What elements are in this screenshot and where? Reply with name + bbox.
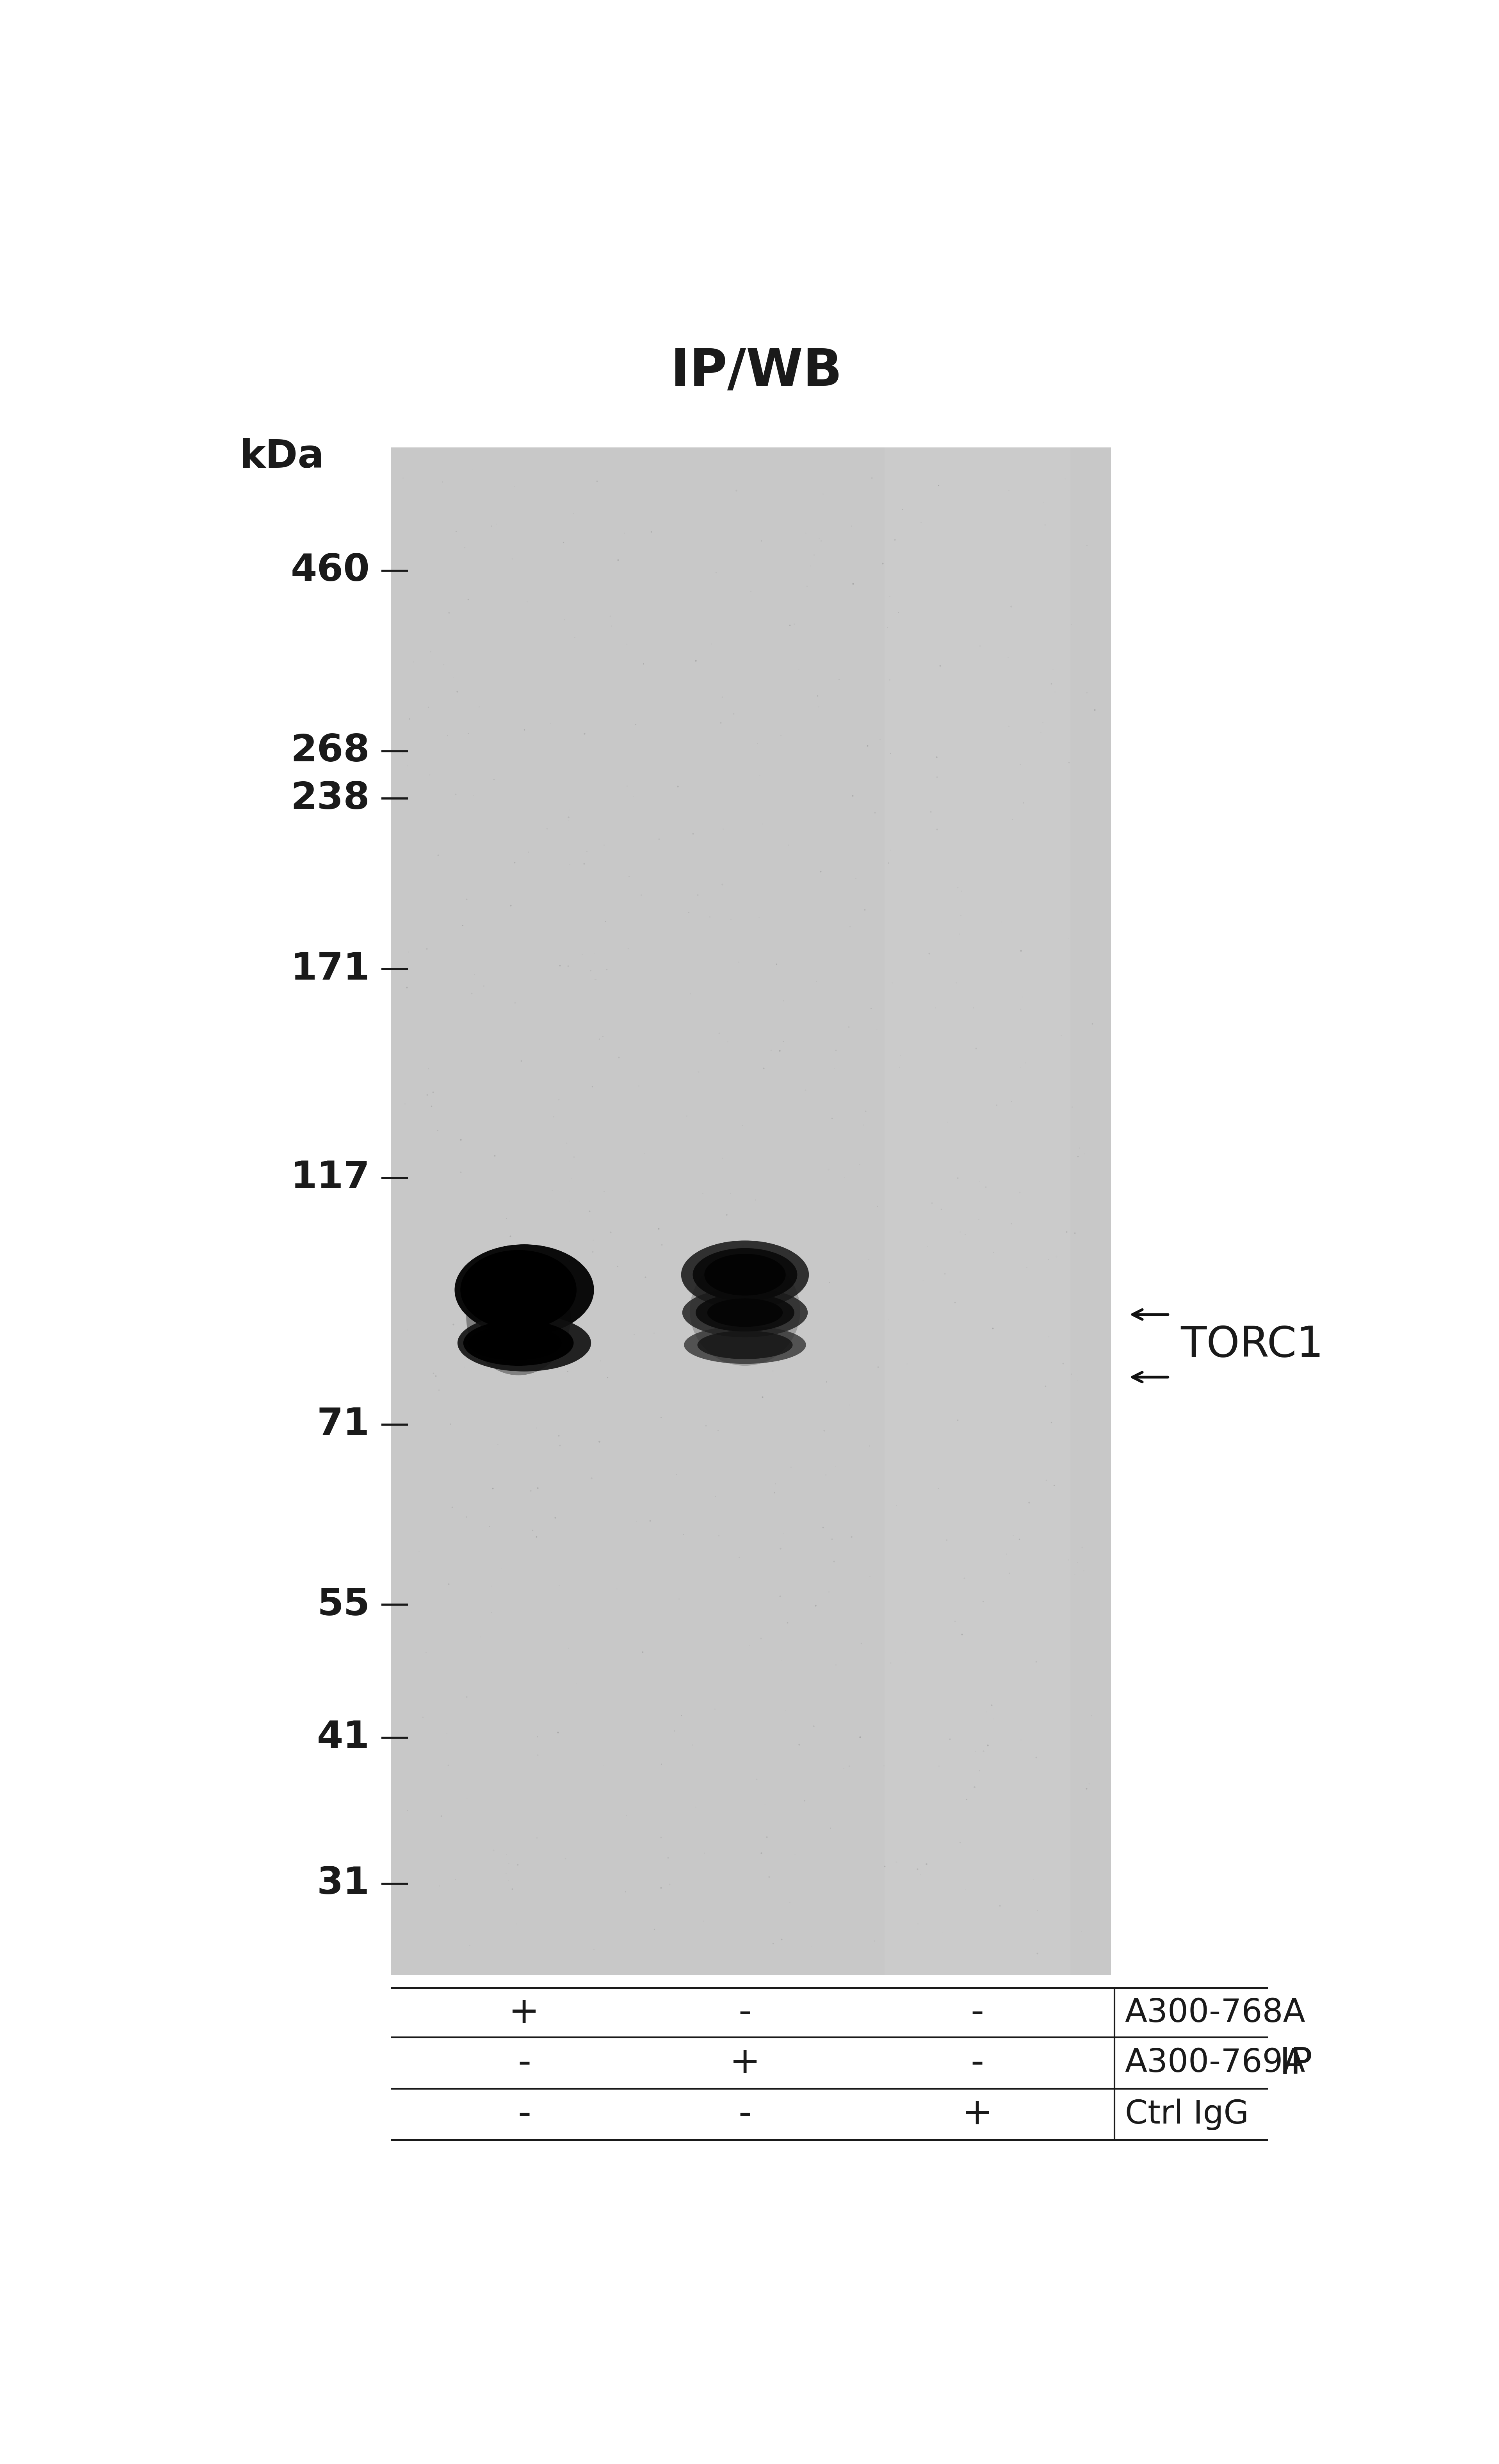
Text: 268: 268 [291, 732, 370, 769]
Ellipse shape [690, 1257, 800, 1365]
Text: -: - [971, 1996, 983, 2030]
Text: 41: 41 [316, 1720, 370, 1757]
Text: 71: 71 [316, 1407, 370, 1444]
Text: -: - [739, 1996, 751, 2030]
Ellipse shape [466, 1257, 571, 1375]
Bar [391, 448, 1111, 1974]
Ellipse shape [682, 1289, 808, 1338]
Text: IP/WB: IP/WB [670, 347, 842, 397]
Text: +: + [962, 2097, 992, 2131]
Text: IP: IP [1280, 2045, 1313, 2082]
Ellipse shape [705, 1254, 785, 1296]
Text: A300-768A: A300-768A [1124, 1996, 1306, 2028]
Text: +: + [730, 2045, 760, 2082]
Text: 460: 460 [291, 552, 370, 589]
Text: 117: 117 [291, 1161, 370, 1195]
Text: -: - [517, 2045, 531, 2082]
Text: 55: 55 [316, 1587, 370, 1624]
Ellipse shape [684, 1326, 806, 1365]
Ellipse shape [457, 1313, 591, 1372]
Text: -: - [971, 2045, 983, 2082]
Ellipse shape [454, 1244, 594, 1335]
Bar [884, 448, 1070, 1974]
Ellipse shape [469, 1326, 562, 1360]
Text: Ctrl IgG: Ctrl IgG [1124, 2099, 1249, 2129]
Ellipse shape [681, 1239, 809, 1308]
Text: A300-769A: A300-769A [1124, 2048, 1306, 2080]
Ellipse shape [693, 1249, 797, 1301]
Ellipse shape [460, 1249, 577, 1331]
Text: 171: 171 [291, 951, 370, 988]
Ellipse shape [466, 1254, 564, 1323]
Text: 31: 31 [316, 1865, 370, 1902]
Ellipse shape [697, 1331, 793, 1360]
Text: -: - [517, 2097, 531, 2131]
Ellipse shape [463, 1321, 574, 1365]
Text: +: + [508, 1996, 540, 2030]
Ellipse shape [708, 1299, 782, 1326]
Text: -: - [739, 2097, 751, 2131]
Text: 238: 238 [291, 781, 370, 816]
Text: TORC1: TORC1 [1181, 1323, 1324, 1365]
Text: kDa: kDa [240, 439, 324, 476]
Ellipse shape [696, 1294, 794, 1331]
